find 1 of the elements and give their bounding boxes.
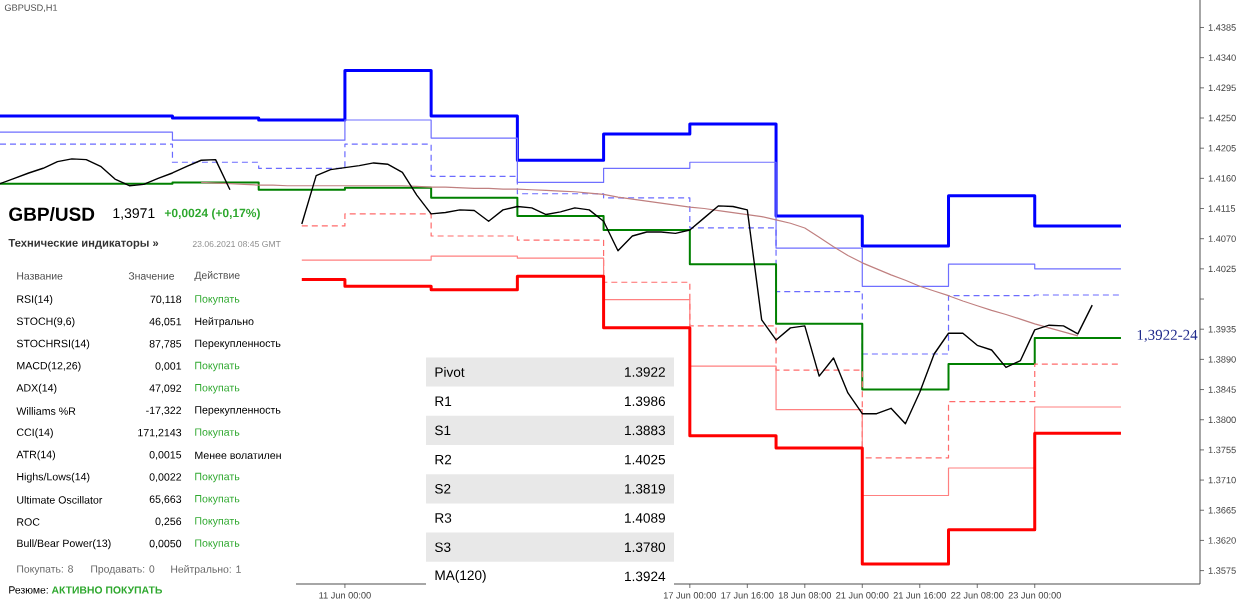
annotation: GBP/USD <box>9 206 95 222</box>
